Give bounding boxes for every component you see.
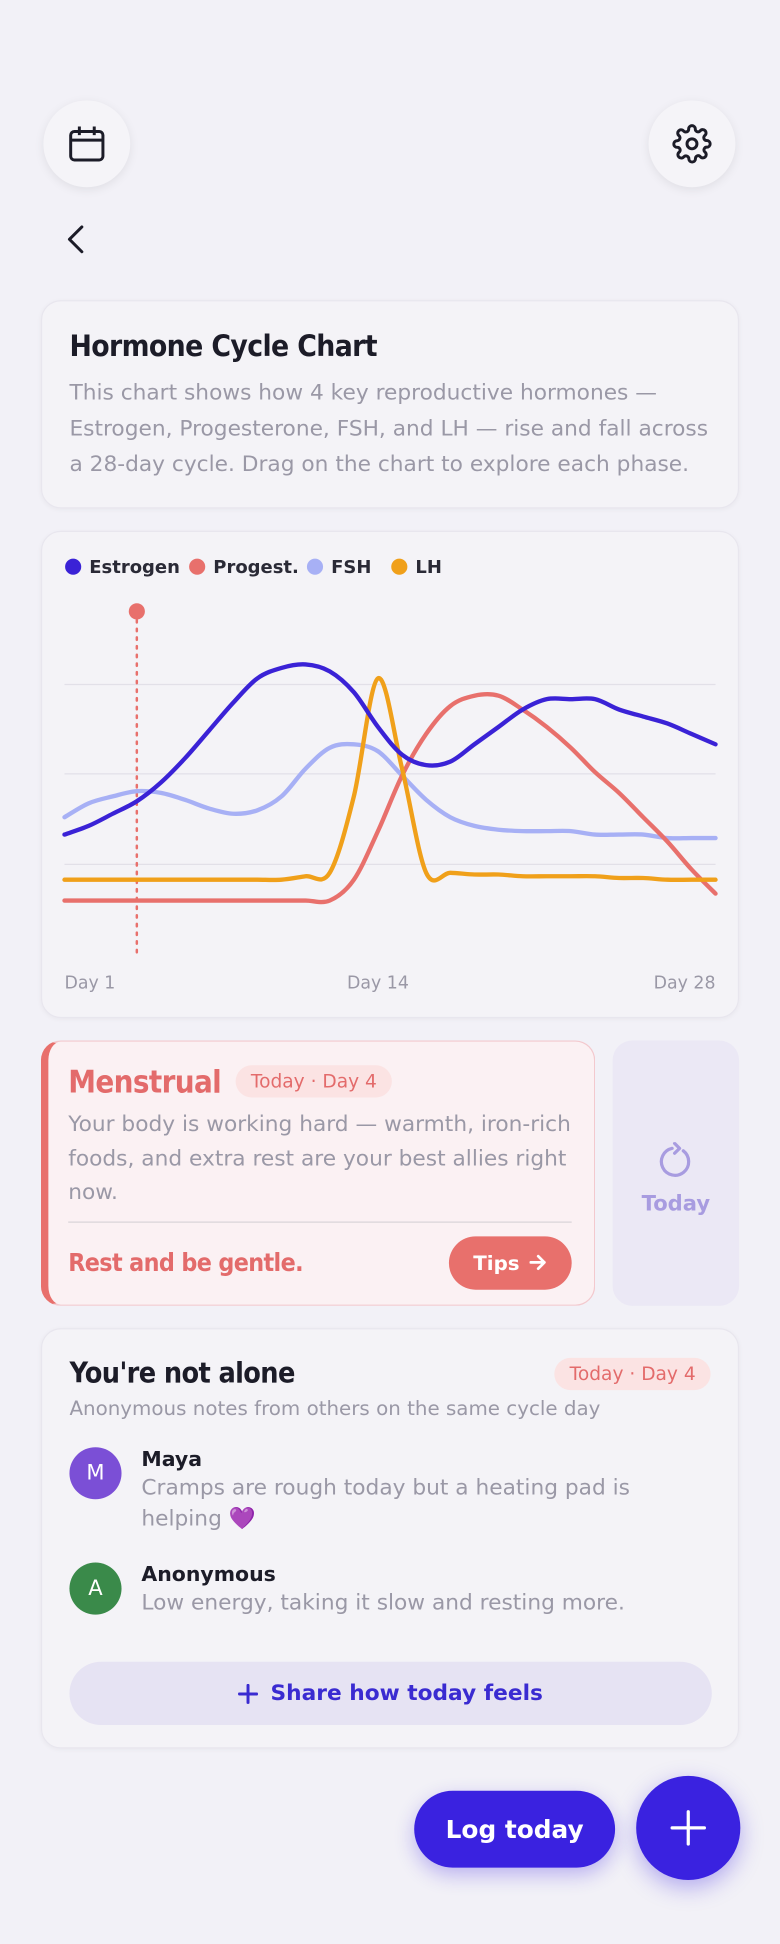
button-label: Today [641,1191,711,1217]
avatar: M [69,1447,122,1500]
divider [68,1220,572,1223]
today-marker-dot [128,603,145,620]
phase-description: Your body is working hard — warmth, iron… [68,1112,571,1206]
calendar-button[interactable] [43,100,131,188]
phase-card: Menstrual Today · Day 4 Your body is wor… [40,1040,596,1306]
today-button[interactable]: Today [612,1040,740,1306]
subtitle: Anonymous notes from others on the same … [69,1396,601,1420]
x-tick-label: Day 28 [654,973,716,993]
back-button[interactable] [62,223,92,260]
back-icon [67,225,84,254]
button-label: Share how today feels [270,1680,543,1706]
add-button[interactable] [636,1775,741,1880]
community-card: You're not alone Today · Day 4 Anonymous… [40,1328,740,1749]
x-tick-label: Day 14 [347,973,409,993]
note-text: Low energy, taking it slow and resting m… [141,1591,625,1616]
note: M Maya Cramps are rough today but a heat… [69,1447,710,1535]
plus-icon [670,1810,706,1846]
line-series [62,692,718,905]
share-button[interactable]: Share how today feels [69,1661,712,1725]
author: Anonymous [141,1562,276,1587]
card-title: Hormone Cycle Chart [69,328,377,364]
line-series [62,741,718,841]
legend-marker [65,558,82,575]
arrow-icon [529,1254,546,1270]
note-text: Cramps are rough today but a heating pad… [141,1475,630,1532]
legend-marker [189,558,206,575]
x-tick-label: Day 1 [64,973,115,993]
line-series [62,662,718,837]
day-badge: Today · Day 4 [235,1065,392,1098]
calendar-icon [69,126,105,162]
legend-marker [391,558,408,575]
legend-label: Progest. [213,557,299,578]
gear-icon [672,124,712,164]
legend-label: Estrogen [89,557,180,578]
avatar: A [69,1562,122,1615]
card-title: You're not alone [69,1357,295,1391]
intro-card: Hormone Cycle Chart This chart shows how… [40,300,740,509]
legend-label: LH [415,557,442,578]
description: This chart shows how 4 key reproductive … [69,380,709,478]
log-button[interactable]: Log today [414,1790,616,1868]
legend-marker [306,558,324,575]
phase-name: Menstrual [68,1063,222,1100]
note: A Anonymous Low energy, taking it slow a… [69,1562,710,1620]
settings-button[interactable] [648,100,736,188]
plus-icon [238,1683,259,1704]
chart: Estrogen Progest. FSH LH Day 1 Day 14 Day 28 [62,557,718,993]
line-series [62,676,718,883]
author: Maya [141,1447,203,1471]
button-label: Tips [473,1250,520,1275]
chart-card: Estrogen Progest. FSH LH Day 1 Day 14 Day 28 [40,530,740,1019]
button-label: Log today [445,1814,584,1845]
tagline: Rest and be gentle. [68,1247,303,1278]
legend-label: FSH [331,557,371,578]
tips-button[interactable]: Tips [448,1235,572,1290]
reset-icon [659,1142,691,1177]
day-badge: Today · Day 4 [554,1357,711,1391]
